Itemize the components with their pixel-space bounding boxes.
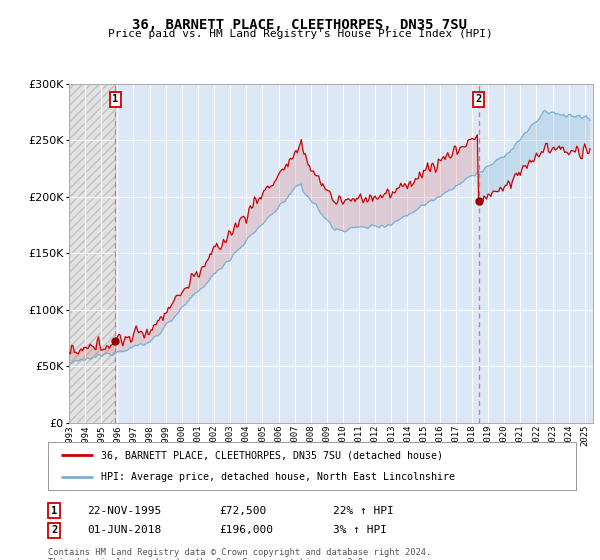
Text: 1: 1 (51, 506, 57, 516)
Text: 36, BARNETT PLACE, CLEETHORPES, DN35 7SU: 36, BARNETT PLACE, CLEETHORPES, DN35 7SU (133, 18, 467, 32)
Text: HPI: Average price, detached house, North East Lincolnshire: HPI: Average price, detached house, Nort… (101, 472, 455, 482)
Text: 36, BARNETT PLACE, CLEETHORPES, DN35 7SU (detached house): 36, BARNETT PLACE, CLEETHORPES, DN35 7SU… (101, 450, 443, 460)
Text: 22-NOV-1995: 22-NOV-1995 (87, 506, 161, 516)
Text: 2: 2 (476, 94, 482, 104)
Text: Contains HM Land Registry data © Crown copyright and database right 2024.
This d: Contains HM Land Registry data © Crown c… (48, 548, 431, 560)
Text: 3% ↑ HPI: 3% ↑ HPI (333, 525, 387, 535)
Text: £196,000: £196,000 (219, 525, 273, 535)
Text: 2: 2 (51, 525, 57, 535)
Text: 22% ↑ HPI: 22% ↑ HPI (333, 506, 394, 516)
Bar (69, 84, 115, 423)
Text: 01-JUN-2018: 01-JUN-2018 (87, 525, 161, 535)
Text: £72,500: £72,500 (219, 506, 266, 516)
Text: Price paid vs. HM Land Registry's House Price Index (HPI): Price paid vs. HM Land Registry's House … (107, 29, 493, 39)
Text: 1: 1 (112, 94, 119, 104)
